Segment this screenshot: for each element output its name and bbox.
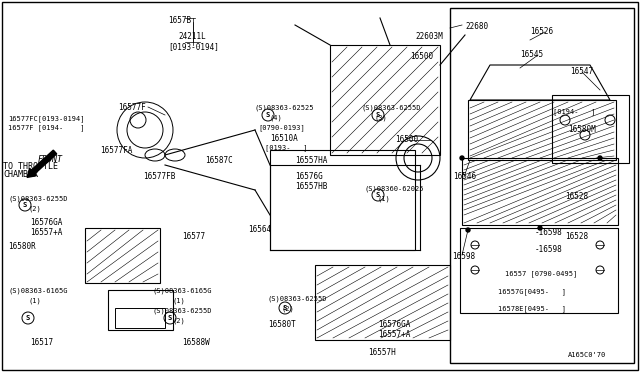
Text: 16557+A: 16557+A: [378, 330, 410, 339]
Bar: [115, 308, 165, 328]
Text: 16500: 16500: [395, 135, 418, 144]
Text: 16557H: 16557H: [368, 348, 396, 357]
Text: 16546: 16546: [453, 172, 476, 181]
Text: (2): (2): [28, 205, 41, 212]
Text: CHAMBER: CHAMBER: [3, 170, 38, 179]
Text: -16598: -16598: [535, 245, 563, 254]
Text: (S)08363-6255D: (S)08363-6255D: [268, 295, 328, 301]
Text: 16557+A: 16557+A: [30, 228, 62, 237]
Text: 16564: 16564: [248, 225, 271, 234]
Text: 16598: 16598: [452, 252, 475, 261]
Text: S: S: [266, 112, 270, 118]
Text: S: S: [26, 315, 30, 321]
Text: S: S: [168, 315, 172, 321]
Text: (S)08363-6255D: (S)08363-6255D: [362, 104, 422, 110]
Text: 16580R: 16580R: [8, 242, 36, 251]
Bar: [450, 8, 634, 363]
Bar: [85, 228, 160, 283]
Text: 16557HB: 16557HB: [295, 182, 328, 191]
Text: (S)08363-6165G: (S)08363-6165G: [152, 288, 211, 295]
Text: (2): (2): [282, 305, 295, 311]
Text: 16500: 16500: [410, 52, 433, 61]
Text: 16577F [0194-    ]: 16577F [0194- ]: [8, 124, 84, 131]
Text: S: S: [376, 112, 380, 118]
Text: 16557G[0495-   ]: 16557G[0495- ]: [498, 288, 566, 295]
Bar: [270, 150, 415, 250]
Text: 16580M: 16580M: [568, 125, 596, 134]
Text: S: S: [376, 192, 380, 198]
Bar: [552, 95, 629, 163]
Text: 16577: 16577: [182, 232, 205, 241]
Circle shape: [466, 228, 470, 232]
Text: 16577FB: 16577FB: [143, 172, 175, 181]
Text: 16510A: 16510A: [270, 134, 298, 143]
Circle shape: [598, 156, 602, 160]
Text: (1): (1): [28, 298, 41, 305]
Text: (S)08363-62525: (S)08363-62525: [255, 104, 314, 110]
Text: (4): (4): [270, 114, 283, 121]
Text: [0194-   ]: [0194- ]: [553, 108, 595, 115]
Text: -16598: -16598: [535, 228, 563, 237]
Text: A165C0'70: A165C0'70: [568, 352, 606, 358]
Text: 16517: 16517: [30, 338, 53, 347]
Text: 16526: 16526: [530, 27, 553, 36]
Text: 16587C: 16587C: [205, 156, 233, 165]
Text: (S)08363-6255D: (S)08363-6255D: [8, 195, 67, 202]
Text: 16577FC[0193-0194]: 16577FC[0193-0194]: [8, 115, 84, 122]
Text: [0193-   ]: [0193- ]: [265, 144, 307, 151]
FancyArrow shape: [27, 150, 57, 177]
Text: S: S: [283, 305, 287, 311]
Text: 16577FA: 16577FA: [100, 146, 132, 155]
Text: [0790-0193]: [0790-0193]: [258, 124, 305, 131]
Text: 16576G: 16576G: [295, 172, 323, 181]
Text: 16545: 16545: [520, 50, 543, 59]
Text: (S)08363-6255D: (S)08363-6255D: [152, 308, 211, 314]
Text: S: S: [23, 202, 27, 208]
Text: 16576GA: 16576GA: [30, 218, 62, 227]
Text: 24211L: 24211L: [178, 32, 205, 41]
Text: 22603M: 22603M: [415, 32, 443, 41]
Bar: [315, 265, 450, 340]
Text: 16528: 16528: [565, 232, 588, 241]
Bar: [460, 228, 618, 313]
Text: 16576GA: 16576GA: [378, 320, 410, 329]
Circle shape: [460, 156, 464, 160]
Text: [0193-0194]: [0193-0194]: [168, 42, 219, 51]
Text: (1): (1): [378, 195, 391, 202]
Text: FRONT: FRONT: [38, 155, 63, 164]
Text: (S)08363-6165G: (S)08363-6165G: [8, 288, 67, 295]
Bar: [330, 45, 440, 155]
Text: 16580T: 16580T: [268, 320, 296, 329]
Text: (1): (1): [172, 298, 185, 305]
Text: TO THROTTLE: TO THROTTLE: [3, 162, 58, 171]
Text: 16557HA: 16557HA: [295, 156, 328, 165]
Bar: [108, 290, 173, 330]
Text: 22680: 22680: [465, 22, 488, 31]
Text: (3): (3): [375, 114, 388, 121]
Circle shape: [538, 226, 542, 230]
Text: (S)08360-62025: (S)08360-62025: [365, 185, 424, 192]
Text: 16577F: 16577F: [118, 103, 146, 112]
Text: 16528: 16528: [565, 192, 588, 201]
Text: 16588W: 16588W: [182, 338, 210, 347]
Text: (2): (2): [172, 318, 185, 324]
Text: 16557 [0790-0495]: 16557 [0790-0495]: [505, 270, 577, 277]
Text: 1657B: 1657B: [168, 16, 191, 25]
Text: 16578E[0495-   ]: 16578E[0495- ]: [498, 305, 566, 312]
Bar: [468, 100, 616, 160]
Text: 16547: 16547: [570, 67, 593, 76]
